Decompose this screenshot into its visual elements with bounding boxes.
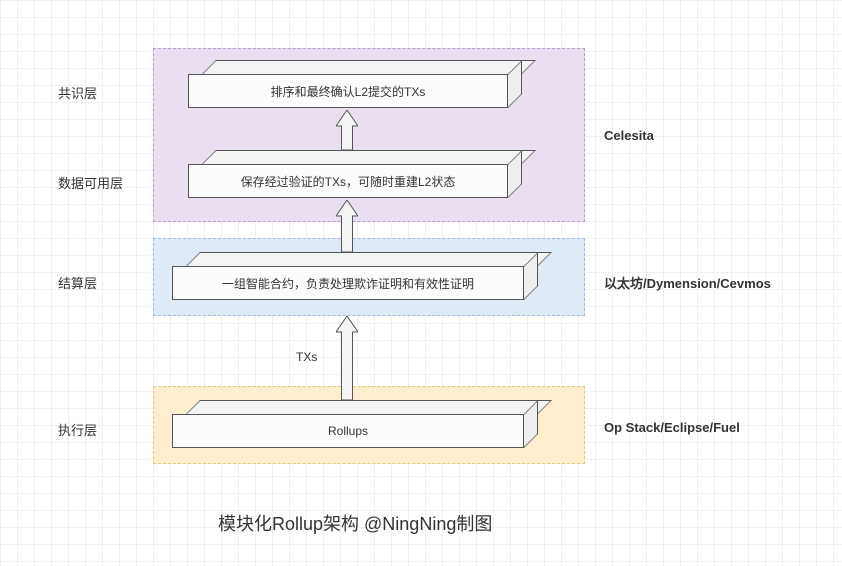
- txs-label: TXs: [296, 350, 317, 364]
- box-settlement: 一组智能合约，负责处理欺诈证明和有效性证明: [172, 252, 538, 300]
- box-da-label: 保存经过验证的TXs，可随时重建L2状态: [188, 164, 508, 198]
- label-settlement-layer: 结算层: [58, 273, 97, 292]
- box-execution: Rollups: [172, 400, 538, 448]
- label-celestia: Celesita: [604, 128, 654, 143]
- arrow-settle-to-da: [336, 200, 358, 257]
- box-consensus-label: 排序和最终确认L2提交的TXs: [188, 74, 508, 108]
- box-settle-label: 一组智能合约，负责处理欺诈证明和有效性证明: [172, 266, 524, 300]
- label-da-layer: 数据可用层: [58, 173, 123, 192]
- box-consensus: 排序和最终确认L2提交的TXs: [188, 60, 522, 108]
- label-execution-layer: 执行层: [58, 420, 97, 439]
- arrow-da-to-consensus: [336, 110, 358, 155]
- label-consensus-layer: 共识层: [58, 83, 97, 102]
- arrow-exec-to-settle: [336, 316, 358, 405]
- label-ethereum: 以太坊/Dymension/Cevmos: [604, 273, 771, 292]
- diagram-caption: 模块化Rollup架构 @NingNing制图: [218, 510, 492, 536]
- label-opstack: Op Stack/Eclipse/Fuel: [604, 420, 740, 435]
- box-exec-label: Rollups: [172, 414, 524, 448]
- box-data-availability: 保存经过验证的TXs，可随时重建L2状态: [188, 150, 522, 198]
